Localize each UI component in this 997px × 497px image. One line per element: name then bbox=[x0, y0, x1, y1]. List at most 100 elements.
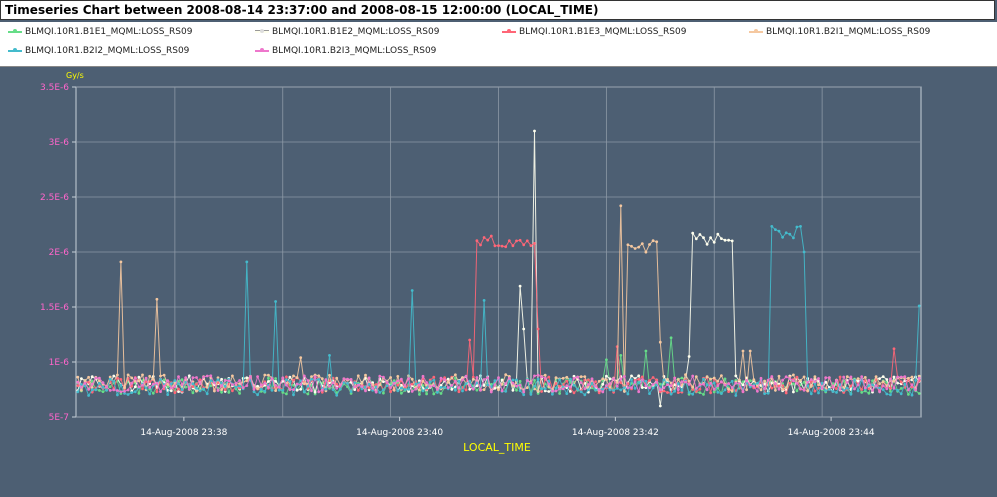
data-point bbox=[720, 237, 723, 241]
data-point bbox=[101, 385, 105, 389]
data-point bbox=[98, 382, 101, 385]
data-point bbox=[378, 383, 382, 387]
data-point bbox=[889, 377, 892, 381]
data-point bbox=[881, 380, 885, 384]
data-point bbox=[98, 376, 101, 380]
data-point bbox=[835, 379, 838, 382]
data-point bbox=[126, 373, 130, 377]
data-point bbox=[705, 388, 709, 392]
data-point bbox=[709, 236, 712, 240]
data-point bbox=[554, 376, 558, 379]
data-point bbox=[195, 389, 198, 393]
data-point bbox=[637, 390, 641, 394]
data-point bbox=[389, 382, 392, 386]
data-point bbox=[583, 393, 587, 397]
data-point bbox=[454, 373, 457, 377]
data-point bbox=[166, 383, 170, 386]
data-point bbox=[317, 378, 321, 381]
data-point bbox=[720, 380, 723, 383]
data-point bbox=[356, 389, 360, 392]
data-point bbox=[191, 376, 195, 380]
data-point bbox=[792, 382, 795, 386]
data-point bbox=[853, 387, 856, 391]
data-point bbox=[684, 373, 687, 377]
data-point bbox=[741, 349, 745, 353]
data-point bbox=[511, 244, 515, 248]
data-point bbox=[583, 375, 587, 378]
data-point bbox=[382, 391, 385, 395]
data-point bbox=[896, 388, 899, 392]
data-point bbox=[712, 390, 716, 394]
data-point bbox=[860, 388, 864, 391]
data-point bbox=[640, 375, 644, 379]
data-point bbox=[209, 374, 213, 378]
data-point bbox=[601, 382, 605, 386]
data-point bbox=[116, 393, 119, 397]
data-point bbox=[669, 384, 673, 387]
data-point bbox=[590, 382, 594, 385]
data-point bbox=[119, 378, 123, 381]
data-point bbox=[371, 386, 374, 390]
data-point bbox=[615, 381, 619, 384]
data-point bbox=[820, 381, 824, 385]
data-point bbox=[558, 385, 561, 388]
data-point bbox=[766, 378, 770, 382]
data-point bbox=[587, 388, 590, 392]
data-point bbox=[917, 304, 921, 308]
data-point bbox=[223, 385, 227, 388]
data-point bbox=[256, 375, 259, 378]
data-point bbox=[637, 374, 641, 378]
data-point bbox=[734, 374, 738, 378]
data-point bbox=[418, 383, 421, 387]
x-tick-label: 14-Aug-2008 23:44 bbox=[788, 428, 875, 438]
data-point bbox=[137, 391, 141, 395]
data-point bbox=[335, 386, 339, 390]
data-point bbox=[515, 388, 518, 392]
data-point bbox=[860, 375, 864, 379]
data-point bbox=[709, 391, 712, 395]
data-point bbox=[640, 378, 644, 381]
data-point bbox=[98, 379, 101, 383]
data-point bbox=[601, 377, 605, 381]
data-point bbox=[792, 236, 795, 240]
data-point bbox=[439, 392, 443, 395]
data-point bbox=[558, 392, 561, 395]
data-point bbox=[90, 375, 94, 379]
data-point bbox=[198, 389, 202, 393]
data-point bbox=[274, 389, 277, 392]
data-point bbox=[130, 391, 134, 394]
data-point bbox=[867, 384, 871, 387]
data-point bbox=[788, 377, 792, 380]
data-point bbox=[680, 383, 684, 387]
data-point bbox=[166, 393, 170, 396]
data-point bbox=[90, 388, 94, 392]
data-point bbox=[899, 380, 903, 384]
data-point bbox=[486, 376, 490, 380]
data-point bbox=[824, 380, 828, 384]
data-point bbox=[87, 375, 90, 379]
legend-entry-b1e2: BLMQI.10R1.B1E2_MQML:LOSS_RS09 bbox=[255, 25, 439, 39]
data-point bbox=[493, 383, 497, 387]
data-point bbox=[745, 379, 748, 382]
data-point bbox=[90, 386, 94, 389]
data-point bbox=[885, 387, 889, 391]
data-point bbox=[213, 389, 216, 393]
data-point bbox=[608, 377, 612, 381]
data-point bbox=[479, 388, 482, 392]
data-point bbox=[845, 375, 849, 378]
data-point bbox=[320, 390, 324, 394]
data-point bbox=[299, 383, 303, 386]
data-point bbox=[446, 386, 450, 390]
data-point bbox=[907, 388, 910, 392]
data-point bbox=[385, 384, 389, 387]
data-point bbox=[486, 383, 490, 387]
data-point bbox=[878, 390, 881, 394]
data-point bbox=[658, 390, 662, 394]
data-point bbox=[267, 373, 270, 377]
data-point bbox=[626, 243, 630, 247]
data-point bbox=[353, 385, 357, 389]
data-point bbox=[180, 383, 184, 386]
data-point bbox=[80, 377, 83, 380]
data-point bbox=[349, 390, 353, 393]
data-point bbox=[597, 388, 601, 392]
